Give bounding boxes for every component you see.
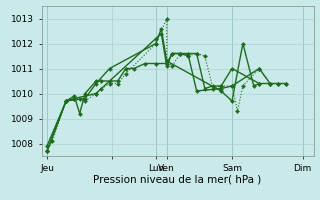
- X-axis label: Pression niveau de la mer( hPa ): Pression niveau de la mer( hPa ): [93, 174, 262, 184]
